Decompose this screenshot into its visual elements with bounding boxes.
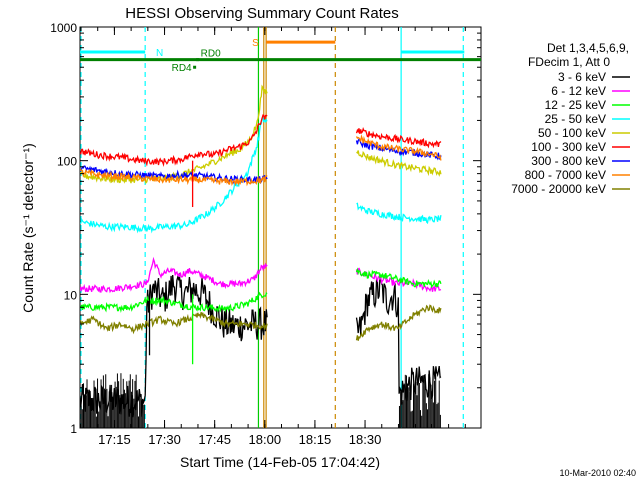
series-line xyxy=(80,168,268,187)
legend-label: 300 - 800 keV xyxy=(531,154,606,168)
y-tick-label: 1000 xyxy=(50,21,77,35)
series-line xyxy=(80,256,268,294)
legend: Det 1,3,4,5,6,9, FDecim 1, Att 0 3 - 6 k… xyxy=(511,41,630,196)
marker-label: RD0 xyxy=(201,49,221,60)
status-bar-label: N xyxy=(156,48,163,59)
x-tick-label: 18:15 xyxy=(299,432,332,447)
legend-label: 100 - 300 keV xyxy=(531,140,606,154)
series-line xyxy=(355,267,442,289)
series-line xyxy=(80,114,268,168)
legend-label: 50 - 100 keV xyxy=(538,126,606,140)
series-line xyxy=(80,291,268,313)
legend-label: 25 - 50 keV xyxy=(545,112,606,126)
x-tick-label: 17:15 xyxy=(98,432,131,447)
series-line xyxy=(80,312,268,335)
marker-dot xyxy=(196,58,200,62)
series-line xyxy=(355,304,442,341)
series-line xyxy=(80,273,268,418)
legend-label: 3 - 6 keV xyxy=(558,70,606,84)
attenuator-bars: N S RD0 RD4 xyxy=(80,38,481,74)
x-axis-label: Start Time (14-Feb-05 17:04:42) xyxy=(180,454,380,470)
x-tick-label: 17:30 xyxy=(148,432,181,447)
series-line xyxy=(355,277,442,405)
series-line xyxy=(355,127,442,149)
legend-label: 800 - 7000 keV xyxy=(525,168,606,182)
legend-label: 12 - 25 keV xyxy=(545,98,606,112)
series-line xyxy=(80,84,268,185)
y-tick-label: 1 xyxy=(70,422,77,436)
legend-header-2: FDecim 1, Att 0 xyxy=(528,55,610,69)
x-tick-label: 17:45 xyxy=(198,432,231,447)
legend-label: 7000 - 20000 keV xyxy=(511,182,606,196)
series-line xyxy=(356,150,442,177)
x-tick-label: 18:30 xyxy=(349,432,382,447)
series-line xyxy=(355,134,442,161)
status-bar-label: S xyxy=(252,38,259,49)
legend-label: 6 - 12 keV xyxy=(551,84,606,98)
marker-label: RD4 xyxy=(172,63,192,74)
axes: 1 10 100 1000 17:15 17:30 17:45 18:00 18:15 18:30 xyxy=(50,21,481,447)
series-layer xyxy=(80,84,442,428)
x-tick-label: 18:00 xyxy=(249,432,282,447)
timestamp-footer: 10-Mar-2010 02:40 xyxy=(559,468,636,478)
legend-header-1: Det 1,3,4,5,6,9, xyxy=(547,41,629,55)
y-axis-label: Count Rate (s⁻¹ detector⁻¹) xyxy=(20,143,36,313)
y-tick-label: 100 xyxy=(57,155,77,169)
chart-title: HESSI Observing Summary Count Rates xyxy=(125,5,398,22)
plot-frame xyxy=(79,26,482,429)
marker-dot xyxy=(193,65,197,69)
y-tick-label: 10 xyxy=(64,288,78,302)
series-line xyxy=(356,202,442,225)
